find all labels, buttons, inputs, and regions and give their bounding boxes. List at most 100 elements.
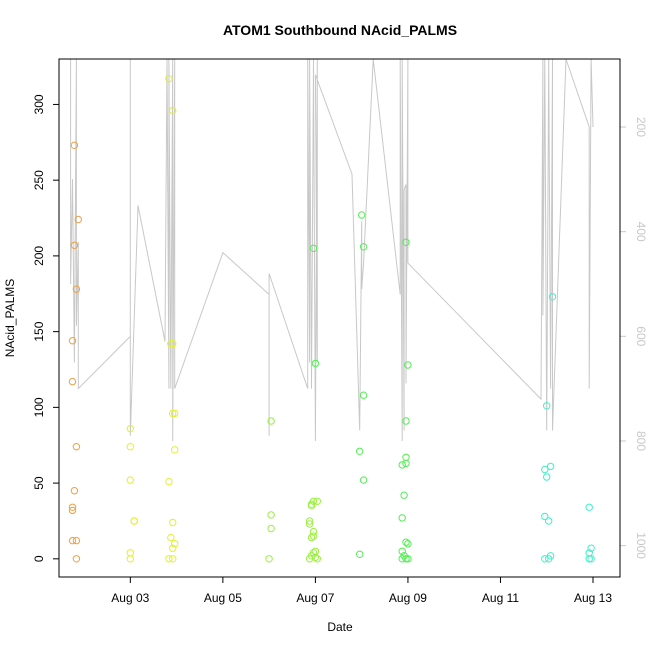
data-point [72, 285, 81, 293]
x-tick-label: Aug 13 [574, 591, 612, 605]
data-point [68, 506, 77, 515]
line-series-layer [70, 58, 594, 442]
data-point [171, 409, 179, 418]
data-point [543, 473, 551, 481]
data-point [305, 520, 314, 528]
data-point [402, 555, 410, 563]
data-point [545, 517, 553, 525]
data-point [359, 476, 368, 484]
data-point [398, 514, 406, 522]
data-point [309, 497, 318, 505]
data-point [311, 359, 320, 368]
data-point [404, 555, 412, 563]
y2-tick-label: 1000 [634, 532, 648, 559]
data-point [307, 502, 316, 510]
chart-title: ATOM1 Southbound NAcid_PALMS [223, 22, 457, 38]
y2-tick-label: 400 [634, 222, 648, 242]
data-point [548, 293, 557, 301]
data-point [72, 443, 81, 451]
data-point [165, 477, 173, 486]
data-point [169, 544, 177, 552]
data-point [169, 340, 177, 348]
data-point [356, 447, 364, 455]
data-point [167, 533, 175, 542]
data-point [169, 518, 177, 527]
data-point [169, 555, 177, 563]
data-point [72, 536, 81, 545]
data-point [541, 465, 549, 474]
line-series [70, 58, 594, 442]
data-point [70, 241, 79, 250]
y-tick-label: 300 [32, 94, 46, 114]
data-point [265, 555, 273, 563]
data-point [165, 555, 173, 563]
data-point [541, 512, 549, 521]
data-point [313, 555, 321, 563]
data-point [545, 555, 553, 563]
data-point [404, 361, 412, 369]
data-point [126, 555, 135, 563]
data-point [587, 544, 595, 552]
data-point [171, 446, 179, 454]
data-point [169, 409, 177, 418]
data-point [68, 337, 77, 345]
data-point [359, 243, 368, 251]
data-point [267, 524, 275, 533]
data-point [356, 550, 364, 558]
data-point [587, 555, 595, 563]
y-tick-label: 100 [32, 397, 46, 417]
data-point [70, 487, 79, 495]
data-point [402, 459, 410, 468]
data-point [402, 453, 410, 461]
data-point [585, 503, 593, 511]
x-tick-label: Aug 07 [296, 591, 334, 605]
data-point [68, 377, 77, 386]
y2-tick-label: 200 [634, 117, 648, 137]
x-tick-label: Aug 11 [482, 591, 519, 605]
data-point [543, 402, 551, 410]
data-point [541, 555, 549, 563]
data-point [309, 244, 318, 253]
data-point [72, 555, 81, 563]
data-point [305, 517, 314, 525]
data-point [398, 461, 406, 469]
y2-tick-label: 600 [634, 326, 648, 346]
data-point [358, 211, 366, 219]
data-point [267, 417, 275, 425]
data-point [359, 391, 368, 399]
y-tick-label: 50 [32, 476, 46, 490]
data-point [171, 540, 179, 548]
axes-layer: Aug 03 Aug 05 Aug 07 Aug 09 Aug 11 Aug 13 0 50 1… [32, 94, 648, 605]
y-axis-label: NAcid_PALMS [3, 279, 17, 357]
data-point [74, 215, 83, 224]
data-point [309, 532, 318, 540]
data-point [305, 555, 314, 563]
data-point [126, 476, 135, 484]
scatter-points-layer [68, 75, 595, 563]
data-point [307, 533, 316, 542]
data-point [585, 555, 593, 563]
data-point [169, 106, 177, 115]
data-point [404, 540, 412, 548]
data-point [402, 417, 410, 425]
data-point [398, 547, 406, 555]
y-tick-label: 150 [32, 321, 46, 341]
x-tick-label: Aug 05 [204, 591, 242, 605]
y-tick-label: 200 [32, 246, 46, 266]
data-point [402, 538, 410, 546]
data-point [126, 424, 135, 433]
data-point [130, 517, 138, 525]
x-tick-label: Aug 03 [111, 591, 149, 605]
data-point [126, 549, 135, 557]
data-point [68, 536, 77, 545]
y-tick-label: 0 [32, 555, 46, 562]
data-point [126, 443, 135, 451]
data-point [70, 141, 79, 150]
data-point [398, 555, 406, 563]
data-point [68, 503, 77, 511]
x-axis-label: Date [327, 620, 353, 634]
data-point [165, 75, 173, 83]
data-point [167, 340, 175, 348]
y-tick-label: 250 [32, 170, 46, 190]
plot-frame [58, 58, 621, 578]
